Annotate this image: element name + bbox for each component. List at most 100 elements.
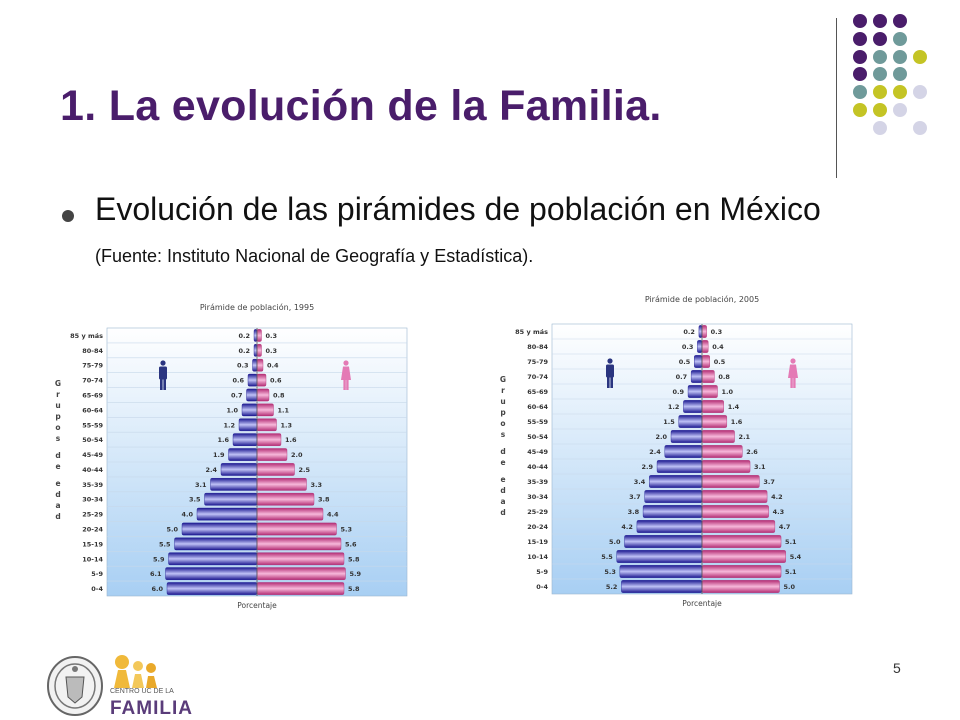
female-value-label: 2.0: [291, 451, 303, 459]
female-bar: [701, 385, 718, 398]
decorative-dot: [853, 14, 867, 28]
male-value-label: 6.1: [150, 570, 162, 578]
age-group-label: 50-54: [82, 436, 103, 444]
male-bar: [165, 567, 258, 580]
female-value-label: 5.6: [345, 540, 357, 548]
age-group-label: 35-39: [82, 481, 103, 489]
male-bar: [246, 388, 258, 402]
university-seal-logo: [47, 656, 103, 716]
female-value-label: 5.1: [785, 538, 797, 546]
male-bar: [636, 520, 703, 533]
male-bar: [168, 552, 258, 566]
x-axis-label: Porcentaje: [682, 599, 722, 608]
female-value-label: 1.4: [728, 403, 740, 411]
male-bar: [174, 537, 258, 551]
age-group-label: 15-19: [82, 540, 103, 548]
y-axis-label-letter: e: [55, 479, 60, 488]
male-value-label: 1.6: [217, 436, 229, 444]
family-center-logo-icon: [114, 655, 157, 688]
female-bar: [256, 507, 324, 521]
male-bar: [247, 373, 258, 387]
age-group-label: 40-44: [82, 466, 103, 474]
female-value-label: 2.1: [739, 433, 751, 441]
male-value-label: 5.0: [609, 538, 621, 546]
male-value-label: 0.6: [232, 377, 244, 385]
male-bar: [698, 325, 703, 338]
female-bar: [701, 460, 751, 473]
female-bar: [256, 463, 295, 476]
male-value-label: 5.3: [604, 568, 616, 576]
female-value-label: 5.8: [348, 555, 360, 563]
male-bar: [166, 582, 258, 595]
age-group-label: 75-79: [82, 362, 103, 370]
y-axis-label-letter: u: [55, 401, 60, 410]
male-value-label: 3.4: [634, 478, 646, 486]
chart-title: Pirámide de población, 1995: [200, 302, 314, 312]
female-bar: [701, 550, 786, 563]
male-value-label: 1.5: [663, 418, 675, 426]
age-group-label: 85 y más: [515, 328, 548, 336]
y-axis-label-letter: d: [500, 447, 505, 456]
age-group-label: 10-14: [527, 553, 548, 561]
male-bar: [697, 340, 703, 353]
female-bar: [256, 358, 264, 372]
age-group-label: 70-74: [527, 373, 548, 381]
female-icon: [341, 360, 351, 390]
female-value-label: 0.8: [718, 373, 730, 381]
male-value-label: 1.2: [223, 421, 235, 429]
y-axis-label-letter: d: [55, 490, 60, 499]
male-bar: [624, 535, 703, 548]
male-value-label: 3.8: [628, 508, 640, 516]
female-value-label: 0.8: [273, 392, 285, 400]
y-axis-label-letter: e: [500, 475, 505, 484]
decorative-dot: [873, 85, 887, 99]
female-value-label: 1.6: [285, 436, 297, 444]
age-group-label: 55-59: [527, 418, 548, 426]
male-value-label: 0.7: [676, 373, 688, 381]
y-axis-label-letter: d: [500, 486, 505, 495]
female-bar: [256, 329, 262, 342]
male-value-label: 0.7: [231, 392, 243, 400]
female-bar: [701, 445, 743, 458]
decorative-dot: [873, 50, 887, 64]
y-axis-label-letter: G: [500, 375, 506, 384]
male-value-label: 1.9: [213, 451, 225, 459]
female-bar: [701, 505, 769, 518]
male-value-label: 5.5: [159, 540, 171, 548]
decorative-divider: [836, 18, 837, 178]
logo-title: FAMILIA: [110, 698, 193, 719]
male-value-label: 0.3: [682, 343, 694, 351]
y-axis-label-letter: d: [55, 451, 60, 460]
decorative-dot: [873, 67, 887, 81]
female-value-label: 5.1: [785, 568, 797, 576]
decorative-dot: [913, 121, 927, 135]
age-group-label: 60-64: [82, 406, 103, 414]
male-bar: [642, 505, 703, 518]
male-value-label: 4.2: [621, 523, 633, 531]
male-value-label: 3.7: [629, 493, 641, 501]
age-group-label: 45-49: [527, 448, 548, 456]
decorative-dot: [893, 14, 907, 28]
male-bar: [228, 448, 258, 461]
decorative-dot-grid: [853, 14, 927, 135]
male-bar: [253, 329, 258, 342]
female-bar: [256, 418, 277, 432]
male-value-label: 0.5: [679, 358, 691, 366]
age-group-label: 65-69: [82, 392, 103, 400]
decorative-dot: [893, 32, 907, 46]
male-bar: [210, 478, 258, 491]
male-value-label: 4.0: [181, 511, 193, 519]
slide-number: 5: [893, 660, 901, 676]
female-bar: [701, 370, 715, 383]
female-value-label: 4.2: [771, 493, 783, 501]
y-axis-label-letter: s: [56, 434, 61, 443]
male-bar: [649, 475, 703, 488]
male-bar: [644, 490, 703, 503]
female-bar: [701, 475, 760, 488]
female-bar: [256, 478, 307, 491]
female-bar: [701, 490, 768, 503]
decorative-dot: [913, 50, 927, 64]
female-bar: [256, 552, 345, 566]
y-axis-label-letter: e: [500, 458, 505, 467]
male-bar: [694, 355, 703, 368]
